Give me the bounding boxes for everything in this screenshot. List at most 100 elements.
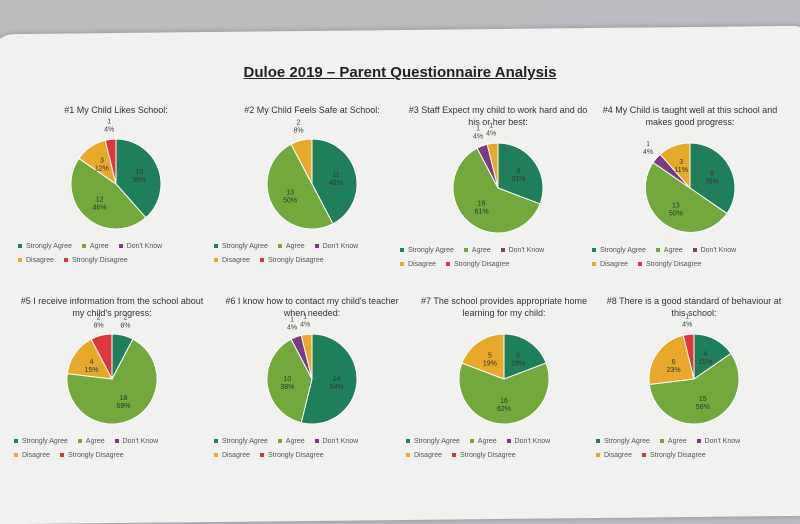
legend-swatch (406, 453, 410, 457)
legend-swatch (592, 248, 596, 252)
legend-item-dont-know: Don't Know (118, 242, 163, 250)
slice-percent-label: 35% (705, 179, 719, 186)
slice-count-label: 1 (685, 313, 689, 320)
legend-item-strongly-disagree: Strongly Disagree (638, 261, 702, 268)
chart-legend: Strongly Agree Agree Don't Know Disagree Str… (596, 434, 792, 462)
slice-percent-label: 4% (287, 325, 297, 332)
legend-label: Disagree (222, 451, 251, 459)
slice-percent-label: 8% (94, 323, 104, 330)
slice-count-label: 1 (303, 313, 307, 320)
pie-slice-strongly-agree (115, 138, 162, 219)
legend-label: Disagree (22, 451, 51, 459)
legend-label: Don't Know (126, 242, 163, 250)
legend-item-strongly-disagree: Strongly Disagree (260, 257, 324, 264)
slice-count-label: 12 (96, 197, 104, 204)
legend-swatch (214, 258, 218, 262)
pie-slice-disagree (461, 333, 505, 380)
slice-percent-label: 38% (132, 177, 146, 184)
pie-slice-strongly-agree (300, 333, 358, 425)
page-title: Duloe 2019 – Parent Questionnaire Analys… (243, 64, 557, 81)
legend-swatch (14, 439, 18, 443)
chart-4: #4 My Child is taught well at this schoo… (592, 104, 788, 299)
legend-label: Disagree (26, 256, 55, 264)
slice-count-label: 3 (100, 158, 104, 165)
legend-label: Strongly Agree (22, 437, 68, 445)
pie-slice-strongly-agree (311, 138, 358, 225)
chart-3: #3 Staff Expect my child to work hard an… (400, 104, 596, 299)
legend-item-strongly-agree: Strongly Agree (400, 247, 454, 254)
slice-count-label: 6 (672, 359, 676, 366)
legend-item-agree: Agree (463, 247, 491, 254)
legend-swatch (696, 439, 701, 443)
legend-item-strongly-disagree: Strongly Disagree (260, 452, 324, 459)
legend-label: Don't Know (508, 246, 545, 254)
legend-swatch (592, 262, 596, 266)
legend-item-strongly-disagree: Strongly Disagree (642, 452, 706, 459)
legend-label: Disagree (600, 260, 629, 268)
legend-label: Disagree (408, 260, 437, 268)
chart-legend: Strongly Agree Agree Don't Know Disagree Str… (214, 434, 410, 462)
slice-count-label: 14 (333, 376, 341, 383)
pie-slice-disagree (659, 142, 691, 190)
legend-swatch (14, 453, 18, 457)
legend-item-strongly-agree: Strongly Agree (18, 243, 72, 250)
pie-slice-strongly-agree (503, 333, 547, 380)
legend-label: Don't Know (700, 246, 737, 254)
legend-label: Strongly Disagree (460, 451, 516, 459)
chart-8: #8 There is a good standard of behaviour… (596, 295, 792, 490)
legend-label: Strongly Disagree (454, 260, 510, 268)
legend-swatch (314, 244, 319, 248)
slice-count-label: 10 (135, 169, 143, 176)
pie-slice-agree (452, 147, 541, 234)
legend-item-strongly-agree: Strongly Agree (596, 438, 650, 445)
pie-slice-disagree (486, 142, 499, 189)
chart-5: #5 I receive information from the school… (14, 295, 210, 490)
slice-count-label: 5 (488, 353, 492, 360)
slice-percent-label: 54% (330, 384, 344, 391)
legend-label: Agree (477, 437, 497, 445)
legend-label: Agree (85, 437, 105, 445)
slice-count-label: 13 (672, 202, 680, 209)
legend-swatch (638, 262, 643, 266)
pie-slice-agree (266, 143, 334, 230)
legend-swatch (642, 453, 647, 457)
legend-item-dont-know: Don't Know (114, 437, 159, 445)
legend-label: Strongly Agree (222, 242, 268, 250)
legend-item-disagree: Disagree (400, 261, 436, 268)
slice-count-label: 18 (120, 395, 128, 402)
legend-swatch (81, 244, 86, 248)
legend-item-dont-know: Don't Know (314, 438, 358, 445)
slice-percent-label: 38% (280, 384, 294, 391)
pie-slice-agree (644, 161, 728, 233)
slice-count-label: 5 (516, 353, 520, 360)
slice-percent-label: 19% (483, 361, 497, 368)
legend-label: Don't Know (122, 437, 159, 445)
chart-legend: Strongly Agree Agree Don't Know Disagree Str… (406, 434, 602, 462)
chart-6: #6 I know how to contact my child's teac… (214, 295, 410, 490)
legend-swatch (214, 439, 218, 443)
legend-swatch (260, 453, 265, 457)
chart-legend: Strongly Agree Agree Don't Know Disagree Str… (400, 243, 596, 271)
pie-slice-agree (458, 362, 550, 425)
legend-label: Strongly Agree (408, 246, 454, 254)
legend-swatch (596, 453, 600, 457)
legend-swatch (500, 248, 505, 252)
slice-count-label: 2 (97, 315, 101, 322)
slice-percent-label: 46% (93, 205, 107, 212)
slice-count-label: 3 (679, 159, 683, 166)
legend-swatch (406, 439, 410, 443)
legend-item-disagree: Disagree (214, 257, 250, 264)
legend-item-dont-know: Don't Know (314, 243, 358, 250)
legend-label: Strongly Disagree (650, 451, 706, 459)
slice-percent-label: 69% (116, 403, 130, 410)
legend-item-dont-know: Don't Know (506, 437, 551, 445)
slice-percent-label: 4% (473, 134, 483, 141)
legend-label: Agree (285, 242, 305, 250)
chart-legend: Strongly Agree Agree Don't Know Disagree Str… (214, 239, 410, 267)
slice-count-label: 1 (107, 118, 111, 125)
legend-label: Don't Know (514, 437, 551, 445)
pie-slice-agree (266, 338, 313, 424)
slice-percent-label: 11% (674, 167, 688, 174)
